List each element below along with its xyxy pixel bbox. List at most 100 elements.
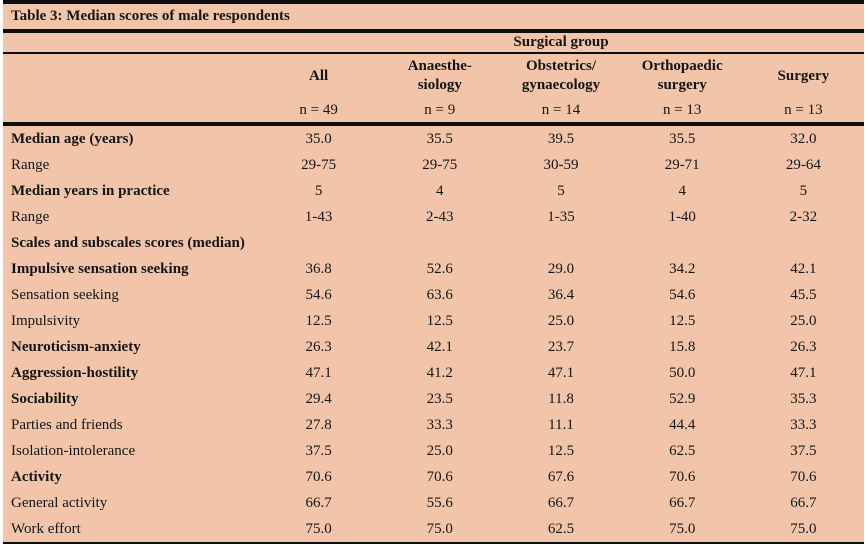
title-divider-rule [3,29,864,33]
table-cell: 35.3 [790,391,817,407]
table-cell: 5 [799,183,808,199]
table-cell: 36.8 [305,261,332,277]
table-cell: 25.0 [790,313,817,329]
top-border-rule [3,0,864,4]
table-cell: 75.0 [305,521,332,537]
table-cell: 50.0 [669,365,696,381]
group-divider-rule [3,52,864,54]
table-cell: 41.2 [426,365,453,381]
table-cell [379,230,500,256]
table-cell: 29-64 [785,157,821,173]
table-cell: 25.0 [426,443,453,459]
table-cell [258,230,379,256]
table-row: Median age (years) 35.0 35.5 39.5 35.5 32.0 [3,126,864,152]
column-header-label: Anaesthe- siology [407,58,472,93]
table-cell: 5 [314,183,323,199]
table-cell: 32.0 [790,131,817,147]
table-row: Work effort 75.0 75.0 62.5 75.0 75.0 [3,516,864,542]
row-label: Range [11,157,50,173]
table-cell: 66.7 [790,495,817,511]
row-label: Median years in practice [11,183,170,199]
table-cell: 11.1 [548,417,574,433]
table-cell: 15.8 [669,339,696,355]
row-label: Sensation seeking [11,287,119,303]
column-header-label: Surgery [777,67,830,84]
row-label: Activity [11,469,62,485]
table-row: Range 29-75 29-75 30-59 29-71 29-64 [3,152,864,178]
row-label: Impulsivity [11,313,81,329]
table-cell: 37.5 [790,443,817,459]
table-cell: 12.5 [426,313,453,329]
table-cell: 4 [678,183,686,199]
table-cell: 11.8 [548,391,574,407]
table-cell: 66.7 [669,495,696,511]
column-header-row: All n = 49 Anaesthe- siology n = 9 Obste… [3,54,864,122]
table-cell: 75.0 [669,521,696,537]
table-cell: 26.3 [305,339,332,355]
table-row: Neuroticism-anxiety 26.3 42.1 23.7 15.8 26.3 [3,334,864,360]
table-cell: 12.5 [669,313,696,329]
table-title: Table 3: Median scores of male responden… [11,8,290,24]
table-cell: 29.4 [305,391,332,407]
table-row: Median years in practice 5 4 5 4 5 [3,178,864,204]
table-cell: 29-71 [664,157,700,173]
table-cell: 70.6 [426,469,453,485]
row-label: Aggression-hostility [11,365,139,381]
table-cell: 1-43 [304,209,333,225]
table-row: General activity 66.7 55.6 66.7 66.7 66.7 [3,490,864,516]
table-cell: 70.6 [790,469,817,485]
table-cell: 44.4 [669,417,696,433]
table-cell [622,230,743,256]
table-cell: 52.9 [669,391,696,407]
table-cell [500,230,621,256]
row-label: Isolation-intolerance [11,443,136,459]
table-cell: 34.2 [669,261,696,277]
row-label: Impulsive sensation seeking [11,261,189,277]
table-cell: 4 [436,183,444,199]
table-cell: 42.1 [790,261,817,277]
table-cell: 35.5 [669,131,696,147]
row-label: Parties and friends [11,417,123,433]
table-cell: 25.0 [547,313,575,329]
column-n-label: n = 13 [784,102,823,118]
column-header-label: Orthopaedic surgery [641,58,723,93]
column-header-label: Obstetrics/ gynaecology [521,58,601,93]
table-row: Range 1-43 2-43 1-35 1-40 2-32 [3,204,864,230]
table-cell: 55.6 [426,495,453,511]
table-cell: 63.6 [426,287,453,303]
table-cell: 36.4 [547,287,575,303]
table-row: Impulsive sensation seeking 36.8 52.6 29.0… [3,256,864,282]
header-divider-rule [3,122,864,126]
column-header: Anaesthe- siology n = 9 [379,54,500,122]
table-cell: 47.1 [790,365,817,381]
table-row: Parties and friends 27.8 33.3 11.1 44.4 33.3 [3,412,864,438]
table-row: Activity 70.6 70.6 67.6 70.6 70.6 [3,464,864,490]
table-cell: 42.1 [426,339,453,355]
table-cell: 37.5 [305,443,332,459]
table-cell: 54.6 [305,287,332,303]
table-row: Scales and subscales scores (median) [3,230,864,256]
table-body: Median age (years) 35.0 35.5 39.5 35.5 32.0 … [3,126,864,542]
table-cell: 62.5 [547,521,575,537]
table-cell: 2-32 [789,209,818,225]
column-header: All n = 49 [258,54,379,122]
table-cell: 45.5 [790,287,817,303]
table-cell: 5 [557,183,565,199]
table-cell: 67.6 [547,469,575,485]
row-label: Median age (years) [11,131,134,147]
row-label: Sociability [11,391,79,407]
table-cell: 35.0 [305,131,332,147]
table-cell: 70.6 [305,469,332,485]
table-cell: 2-43 [426,209,454,225]
column-header-label: All [309,67,329,84]
row-label: Range [11,209,50,225]
bottom-border-rule [3,542,864,544]
table-cell: 23.7 [547,339,575,355]
table-cell: 33.3 [790,417,817,433]
table-cell: 39.5 [547,131,575,147]
table-cell: 26.3 [790,339,817,355]
column-header: Surgery n = 13 [743,54,864,122]
table-cell: 23.5 [426,391,453,407]
table-cell: 47.1 [305,365,332,381]
